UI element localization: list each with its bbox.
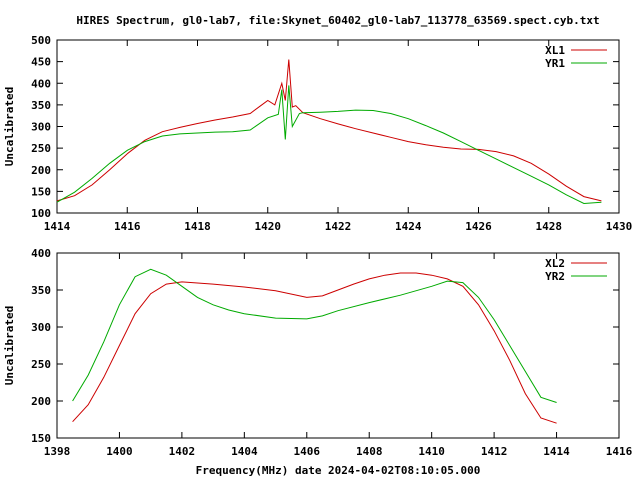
panels: 1414 1416 1418 1420 1422 1424 1426 1428 14301001… — [3, 34, 633, 458]
y-axis-label: Uncalibrated — [3, 306, 16, 385]
y-tick-label: 400 — [31, 247, 51, 260]
y-tick-label: 200 — [31, 164, 51, 177]
y-tick-label: 450 — [31, 56, 51, 69]
x-tick-label: 1426 — [465, 220, 492, 233]
y-tick-label: 250 — [31, 358, 51, 371]
panel-1: 1414 1416 1418 1420 1422 1424 1426 1428 1430 100 1… — [3, 34, 632, 233]
x-tick-label: 1424 — [395, 220, 422, 233]
y-axis-label: Uncalibrated — [3, 87, 16, 166]
y-tick-label: 350 — [31, 284, 51, 297]
x-tick-label: 1416 — [114, 220, 141, 233]
plot-frame — [56, 252, 620, 439]
x-tick-label: 1414 — [44, 220, 71, 233]
series-yr2-line — [72, 268, 557, 403]
x-tick-label: 1418 — [184, 220, 211, 233]
x-tick-label: 1410 — [418, 445, 445, 458]
panel-2: 1398 1400 1402 1404 1406 1408 1410 1412 1414 1416… — [3, 247, 633, 458]
x-tick-label: 1428 — [536, 220, 563, 233]
legend-yr2-label: YR2 — [545, 270, 565, 283]
x-tick-label: 1406 — [294, 445, 321, 458]
y-tick-label: 150 — [31, 185, 51, 198]
x-tick-label: 1420 — [255, 220, 282, 233]
plot-frame — [56, 39, 620, 214]
legend-xl1-label: XL1 — [545, 44, 565, 57]
y-tick-label: 350 — [31, 99, 51, 112]
x-tick-label: 1408 — [356, 445, 383, 458]
x-tick-label: 1398 — [44, 445, 71, 458]
y-tick-label: 300 — [31, 321, 51, 334]
y-tick-label: 400 — [31, 77, 51, 90]
series-xl2-line — [72, 272, 557, 424]
legend-xl2-label: XL2 — [545, 257, 565, 270]
y-tick-label: 300 — [31, 121, 51, 134]
figure-title: HIRES Spectrum, gl0-lab7, file:Skynet_60… — [76, 14, 599, 27]
y-tick-label: 250 — [31, 142, 51, 155]
series-yr1-line — [56, 85, 602, 205]
x-tick-label: 1422 — [325, 220, 352, 233]
x-tick-label: 1412 — [481, 445, 508, 458]
legend-yr1-label: YR1 — [545, 57, 565, 70]
x-tick-label: 1430 — [606, 220, 633, 233]
x-tick-label: 1404 — [231, 445, 258, 458]
x-tick-label: 1416 — [606, 445, 633, 458]
x-tick-label: 1400 — [106, 445, 133, 458]
x-tick-label: 1402 — [169, 445, 196, 458]
x-tick-label: 1414 — [543, 445, 570, 458]
y-tick-label: 100 — [31, 207, 51, 220]
y-tick-label: 500 — [31, 34, 51, 47]
series-xl1-line — [56, 59, 602, 202]
x-axis-label: Frequency(MHz) date 2024-04-02T08:10:05.… — [196, 464, 481, 477]
y-tick-label: 200 — [31, 395, 51, 408]
y-tick-label: 150 — [31, 432, 51, 445]
